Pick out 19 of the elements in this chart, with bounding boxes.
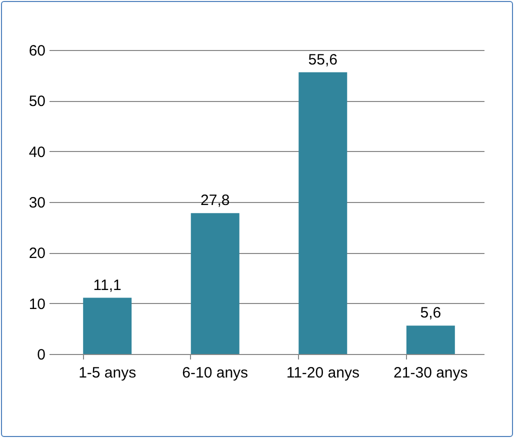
bar	[406, 326, 455, 354]
y-tick-label: 60	[28, 42, 46, 60]
bar	[298, 72, 348, 354]
y-tick-label: 10	[28, 296, 46, 313]
y-tick-label: 30	[28, 194, 46, 212]
y-tick-label: 50	[28, 93, 46, 110]
y-tick-label: 0	[37, 346, 46, 364]
data-label: 55,6	[308, 51, 338, 68]
x-tick-label: 1-5 anys	[78, 364, 136, 382]
y-tick-label: 40	[28, 144, 46, 161]
x-tick-label: 11-20 anys	[286, 364, 360, 382]
x-tick-label: 6-10 anys	[182, 364, 248, 382]
bar	[83, 298, 132, 354]
data-label: 5,6	[420, 304, 442, 322]
data-label: 27,8	[200, 192, 230, 210]
bar	[190, 213, 240, 354]
data-label: 11,1	[93, 276, 122, 294]
y-tick-label: 20	[28, 245, 46, 262]
x-tick-label: 21-30 anys	[394, 364, 468, 382]
